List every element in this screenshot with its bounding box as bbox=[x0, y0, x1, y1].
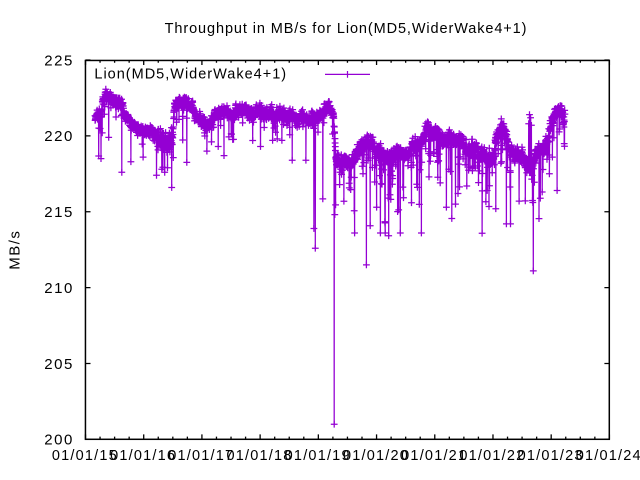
svg-text:MB/s: MB/s bbox=[7, 230, 24, 270]
svg-text:Lion(MD5,WiderWake4+1): Lion(MD5,WiderWake4+1) bbox=[94, 66, 287, 82]
svg-text:Throughput in MB/s for Lion(MD: Throughput in MB/s for Lion(MD5,WiderWak… bbox=[165, 21, 528, 37]
svg-text:01/01/16: 01/01/16 bbox=[110, 448, 176, 464]
svg-text:01/01/18: 01/01/18 bbox=[226, 448, 292, 464]
svg-text:220: 220 bbox=[44, 128, 74, 145]
svg-text:205: 205 bbox=[44, 356, 74, 373]
svg-text:01/01/19: 01/01/19 bbox=[285, 448, 351, 464]
svg-text:210: 210 bbox=[44, 280, 74, 297]
svg-text:225: 225 bbox=[44, 52, 74, 69]
svg-text:01/01/21: 01/01/21 bbox=[401, 448, 467, 464]
svg-text:01/01/15: 01/01/15 bbox=[52, 448, 118, 464]
svg-text:215: 215 bbox=[44, 204, 74, 221]
svg-text:01/01/22: 01/01/22 bbox=[459, 448, 525, 464]
svg-text:200: 200 bbox=[44, 432, 74, 449]
svg-text:01/01/20: 01/01/20 bbox=[343, 448, 409, 464]
svg-text:01/01/17: 01/01/17 bbox=[168, 448, 234, 464]
svg-text:01/01/23: 01/01/23 bbox=[518, 448, 584, 464]
svg-text:01/01/24: 01/01/24 bbox=[576, 448, 640, 464]
